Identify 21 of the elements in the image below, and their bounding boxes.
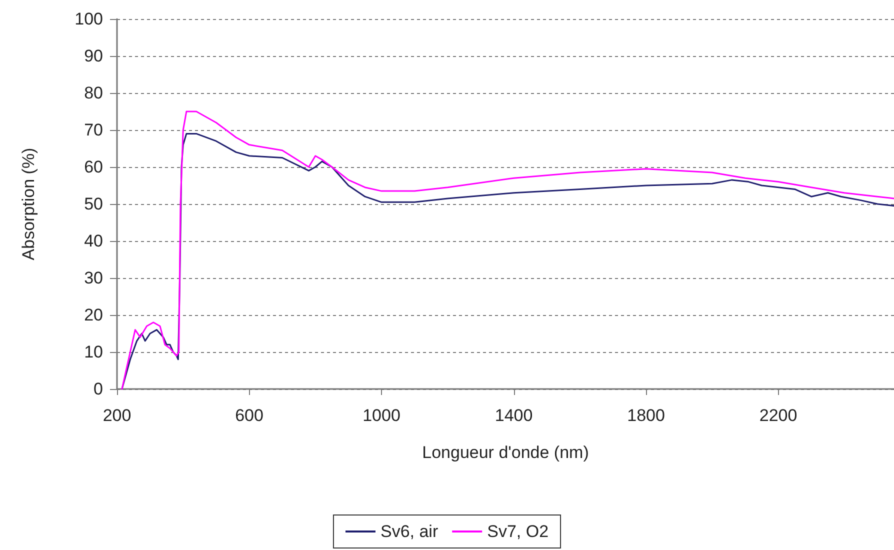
x-tick-label: 1400 [494, 406, 533, 425]
x-tick-label: 600 [235, 406, 264, 425]
y-tick-label: 40 [84, 232, 103, 250]
y-axis-title: Absorption (%) [19, 148, 38, 260]
y-tick-label: 100 [74, 10, 103, 28]
x-tick-label: 2200 [759, 406, 798, 425]
y-tick-label: 20 [84, 306, 103, 324]
x-tick-label: 1000 [362, 406, 400, 425]
y-tick-label: 90 [84, 46, 103, 66]
legend-label: Sv6, air [380, 522, 438, 541]
x-tick-label: 1800 [627, 406, 665, 425]
y-tick-label: 0 [94, 380, 103, 398]
x-axis-title: Longueur d'onde (nm) [422, 443, 589, 462]
x-tick-label: 200 [102, 406, 132, 425]
legend-label: Sv7, O2 [487, 522, 549, 541]
y-tick-label: 80 [84, 84, 103, 102]
y-tick-label: 70 [84, 120, 103, 140]
y-tick-label: 30 [84, 268, 103, 288]
y-tick-label: 50 [84, 194, 103, 214]
y-tick-label: 60 [84, 158, 103, 176]
y-tick-label: 10 [84, 342, 103, 362]
